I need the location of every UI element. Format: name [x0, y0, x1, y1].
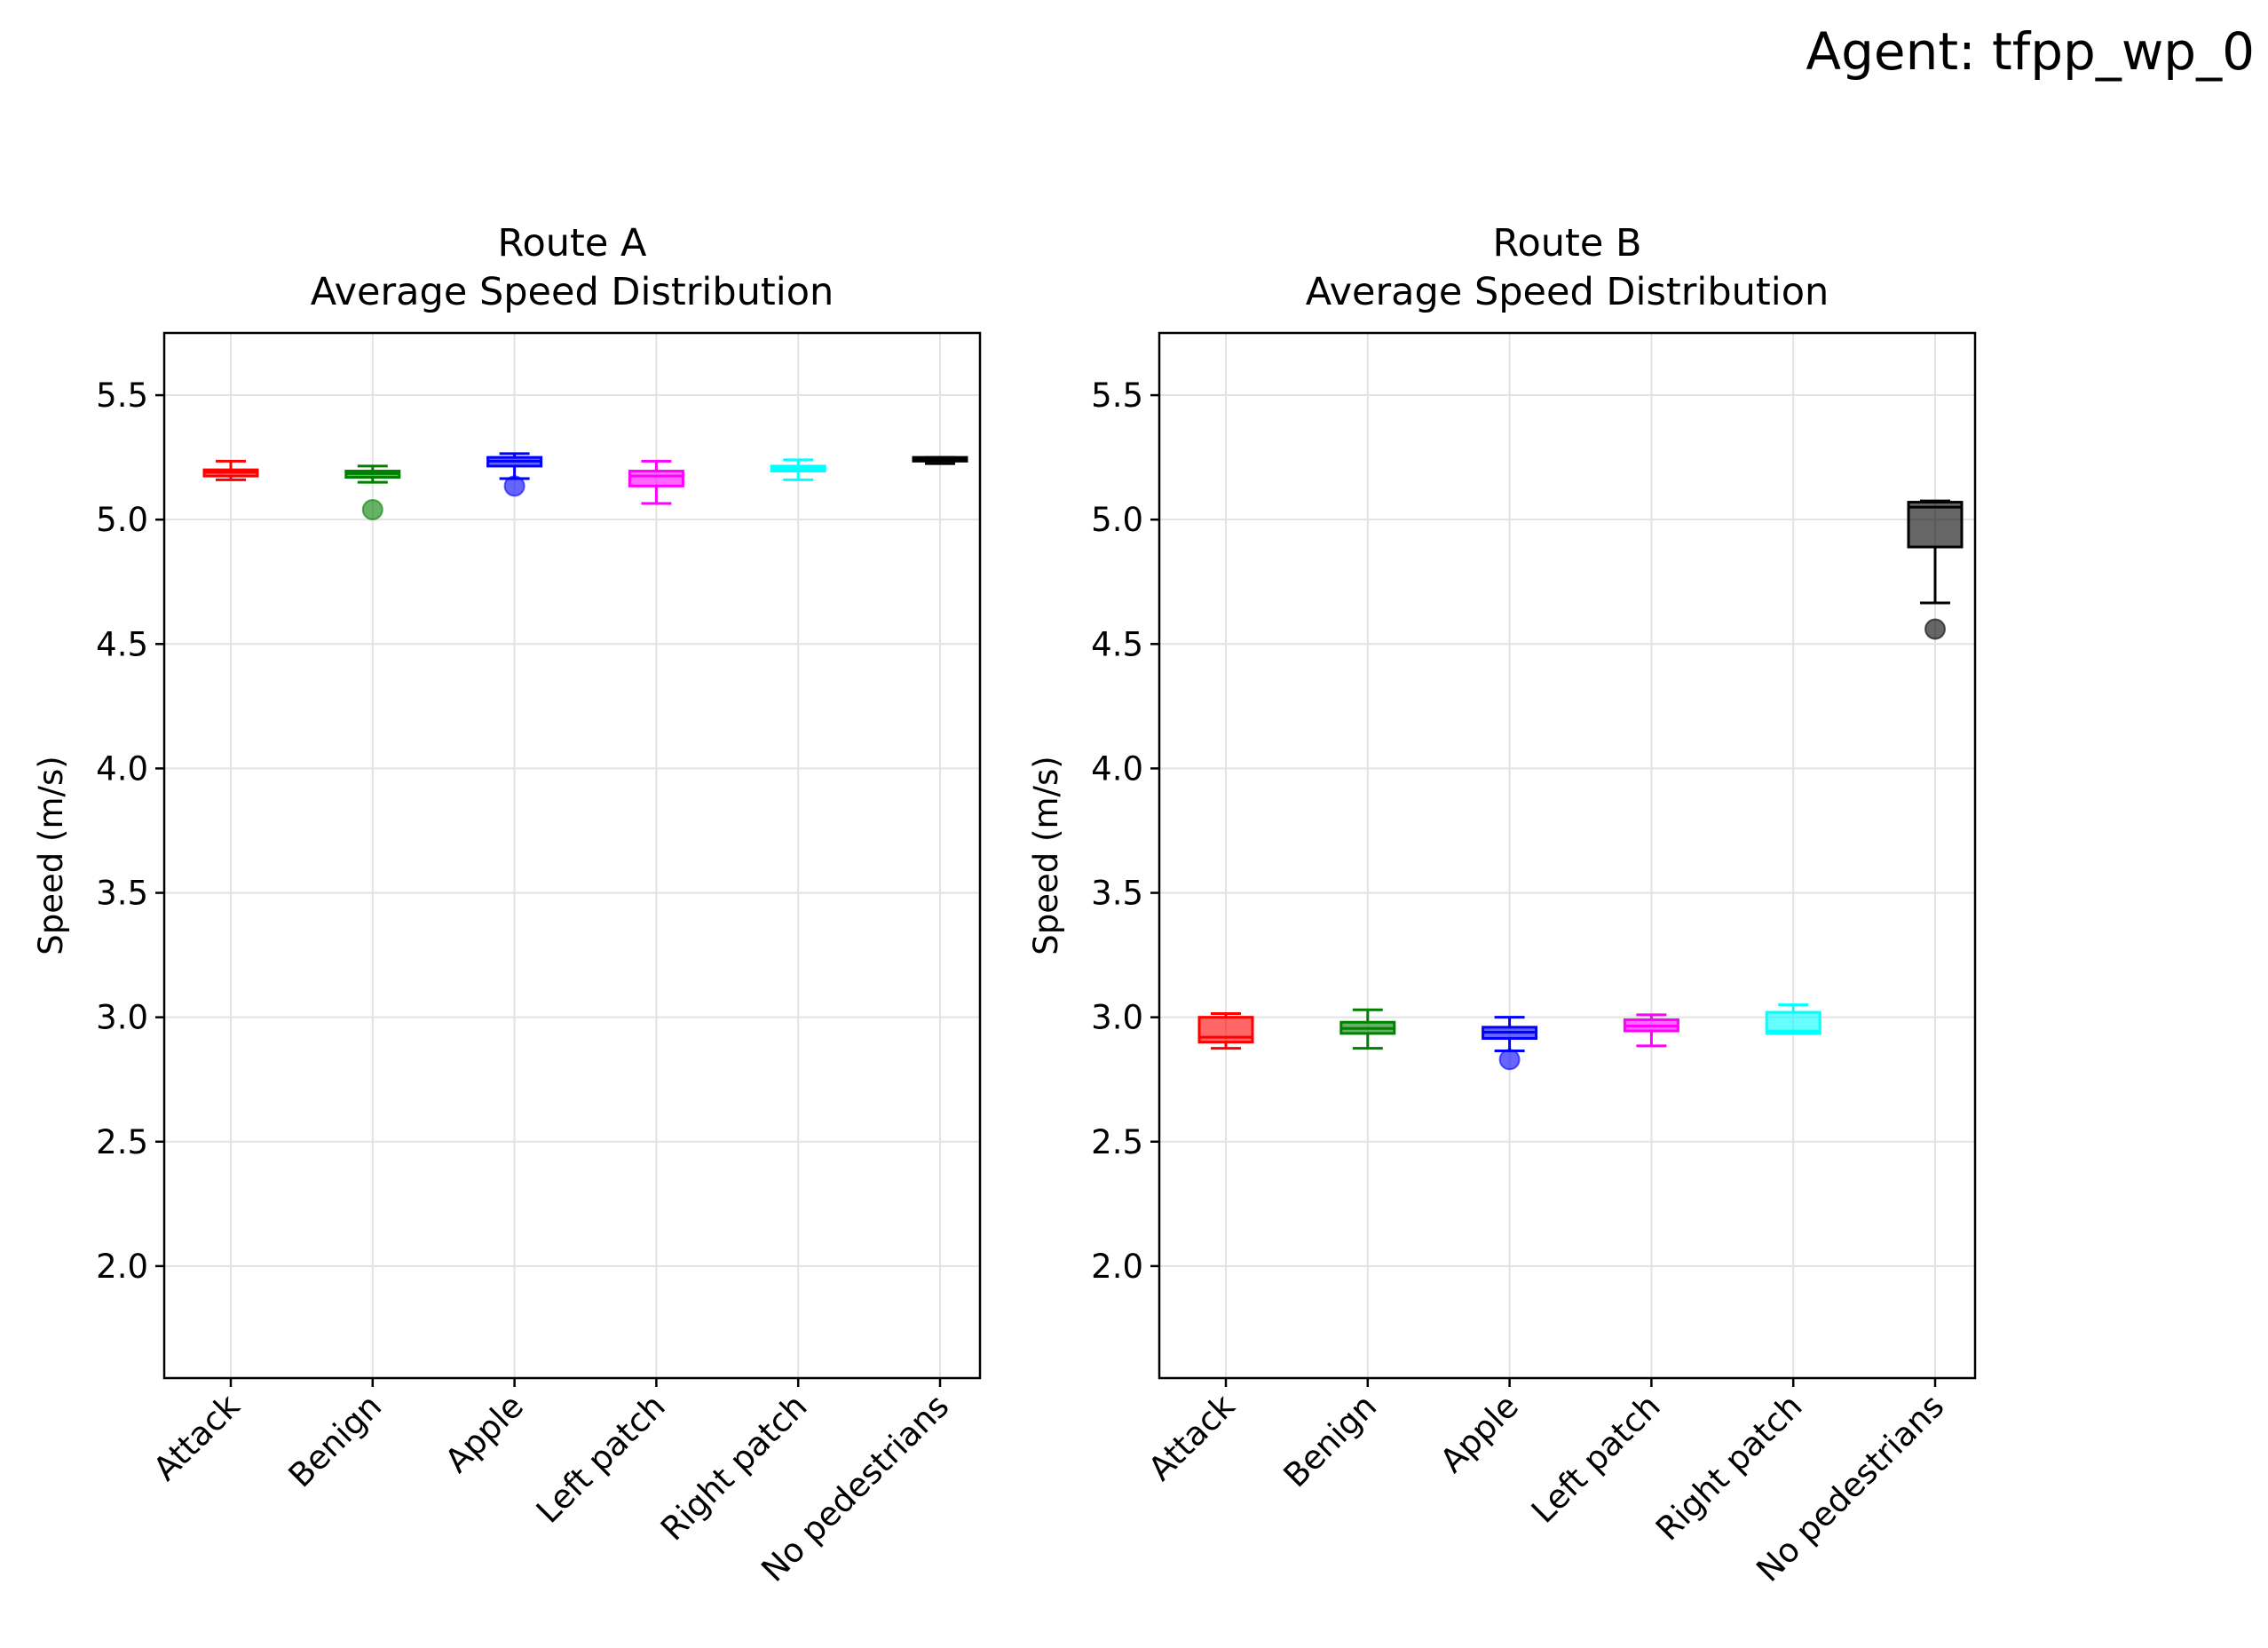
y-axis-label: Speed (m/s) — [1027, 756, 1065, 955]
y-tick-label: 4.5 — [1091, 625, 1143, 663]
box-left-patch — [1623, 1013, 1679, 1048]
x-tick-label: Right patch — [653, 1387, 814, 1548]
box-right-patch — [1765, 1003, 1822, 1035]
figure-title: Agent: tfpp_wp_0 — [1806, 21, 2255, 82]
outlier-point — [361, 498, 383, 520]
y-tick-label: 3.0 — [96, 999, 148, 1037]
y-tick-label: 4.5 — [96, 625, 148, 663]
box-benign — [1339, 1008, 1396, 1050]
route-b-chart: 2.0 2.5 3.0 3.5 4.0 4.5 5.0 5.5 Attack Benign Appl… — [1027, 221, 1977, 1589]
y-tick-label: 5.5 — [96, 376, 148, 415]
x-tick-label: Benign — [1276, 1387, 1385, 1495]
y-tick-label: 4.0 — [96, 749, 148, 788]
outlier-point — [503, 475, 526, 497]
box-right-patch — [770, 458, 826, 481]
chart-title-line2: Average Speed Distribution — [1306, 270, 1829, 314]
y-tick-label: 3.5 — [96, 875, 148, 913]
box-iqr — [1907, 501, 1964, 549]
box-no-pedestrians — [1907, 499, 1964, 640]
y-tick-label: 5.5 — [1091, 376, 1143, 415]
box-iqr — [628, 470, 684, 487]
y-tick-label: 2.0 — [1091, 1248, 1143, 1286]
x-tick-label: Attack — [1141, 1387, 1242, 1488]
box-attack — [202, 459, 259, 481]
outlier-point — [1924, 618, 1946, 640]
box-iqr — [1765, 1010, 1822, 1035]
box-no-pedestrians — [912, 456, 968, 465]
x-tick-label: Apple — [1433, 1387, 1526, 1480]
y-tick-label: 3.0 — [1091, 999, 1143, 1037]
y-axis-label: Speed (m/s) — [32, 756, 70, 955]
y-tick-label: 2.5 — [96, 1123, 148, 1161]
chart-title-line2: Average Speed Distribution — [311, 270, 834, 314]
y-tick-label: 5.0 — [96, 501, 148, 539]
box-apple — [486, 452, 543, 497]
axes-frame — [1158, 331, 1977, 1380]
y-tick-label: 2.0 — [96, 1248, 148, 1286]
chart-title-line1: Route A — [498, 221, 647, 265]
box-attack — [1197, 1011, 1254, 1050]
x-tick-label: Right patch — [1648, 1387, 1809, 1548]
y-tick-label: 2.5 — [1091, 1123, 1143, 1161]
x-tick-label: Attack — [146, 1387, 247, 1488]
x-tick-label: Benign — [281, 1387, 390, 1495]
y-tick-label: 5.0 — [1091, 501, 1143, 539]
x-tick-label: Left patch — [1524, 1387, 1668, 1531]
x-tick-label: Apple — [438, 1387, 531, 1480]
box-benign — [344, 464, 401, 520]
box-left-patch — [628, 459, 684, 505]
x-tick-label: Left patch — [529, 1387, 673, 1531]
y-tick-label: 4.0 — [1091, 749, 1143, 788]
y-tick-label: 3.5 — [1091, 875, 1143, 913]
route-a-chart: 2.0 2.5 3.0 3.5 4.0 4.5 5.0 5.5 Attack Benign Appl… — [32, 221, 982, 1589]
outlier-point — [1498, 1049, 1521, 1071]
axes-frame — [162, 331, 982, 1380]
chart-title-line1: Route B — [1493, 221, 1642, 265]
box-apple — [1482, 1016, 1538, 1071]
